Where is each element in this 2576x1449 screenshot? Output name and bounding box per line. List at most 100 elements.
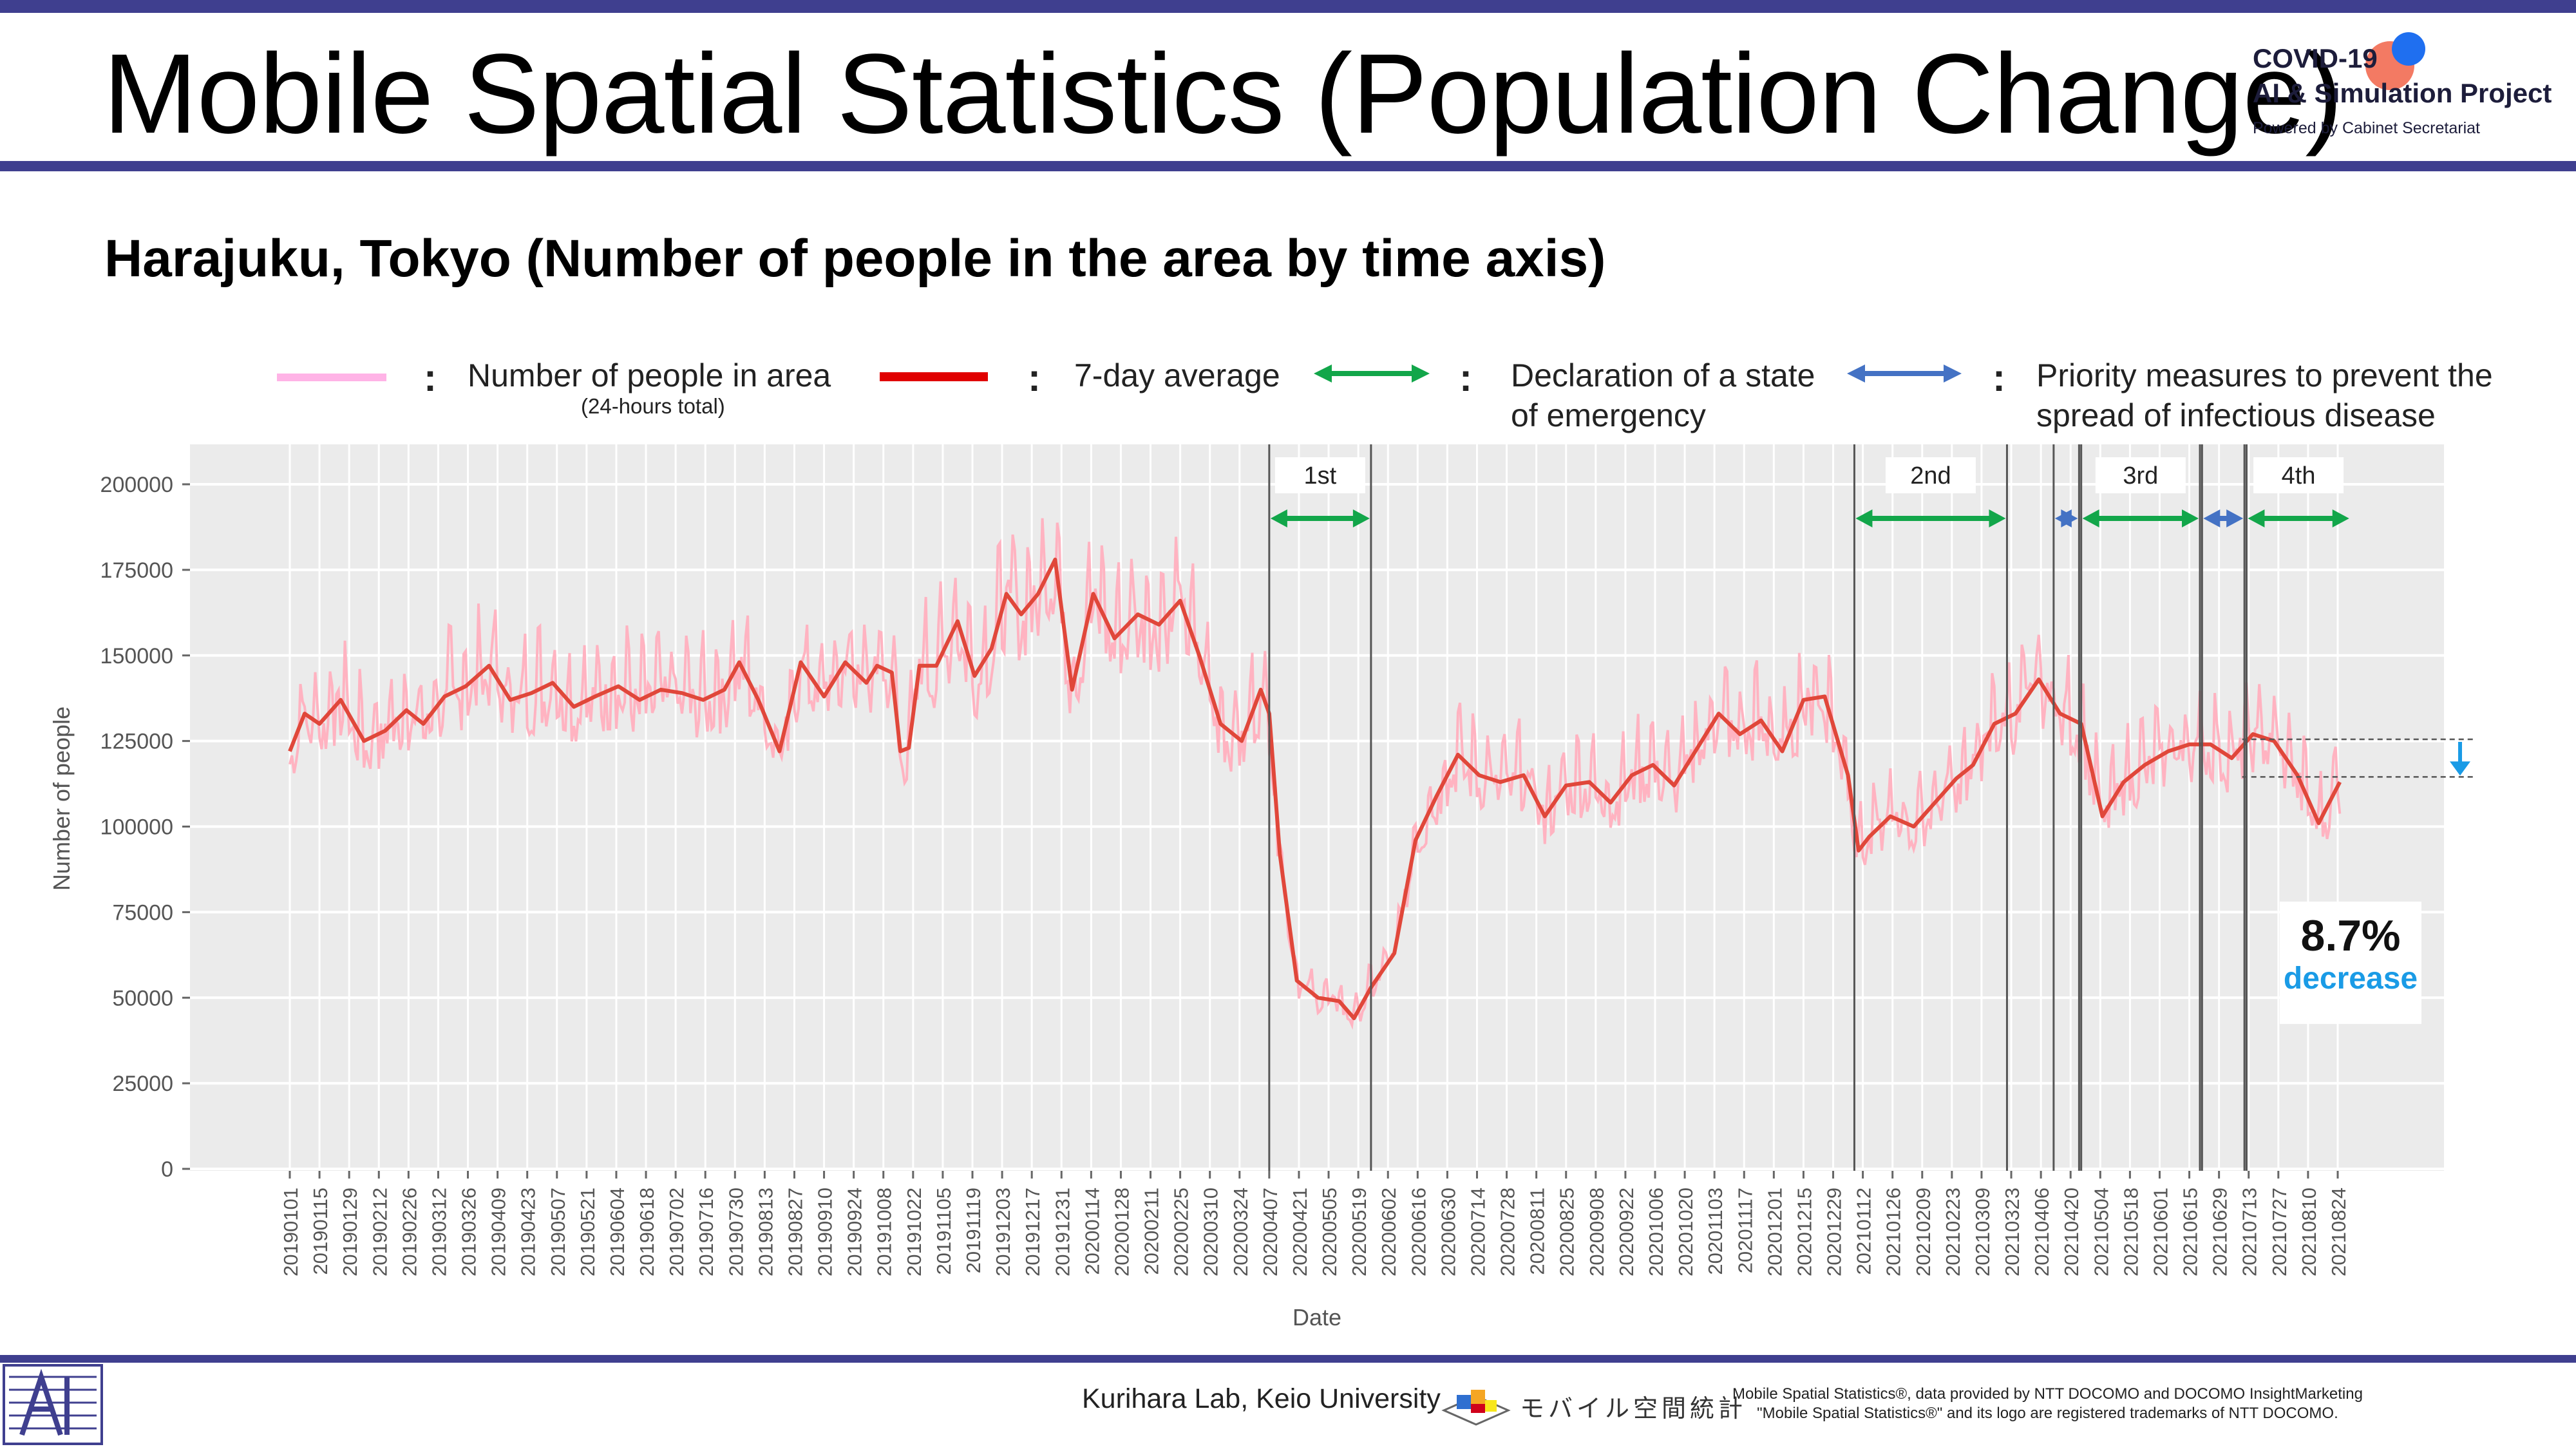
x-tick-label: 20201020 (1674, 1188, 1697, 1276)
x-tick-label: 20200324 (1229, 1188, 1252, 1276)
decrease-arrow-icon-head (2450, 761, 2470, 776)
legend-colon: : (1028, 356, 1041, 399)
page-title: Mobile Spatial Statistics (Population Ch… (103, 31, 2343, 157)
x-tick-label: 20210309 (1971, 1188, 1994, 1276)
x-tick-label: 20201215 (1793, 1188, 1815, 1276)
x-tick-label: 20210518 (2119, 1188, 2142, 1276)
x-tick-label: 20191217 (1021, 1188, 1044, 1276)
x-tick-label: 20200811 (1526, 1188, 1549, 1275)
period-label: 4th (2282, 462, 2316, 489)
x-tick-label: 20190910 (814, 1188, 837, 1276)
x-tick-label: 20191008 (873, 1188, 896, 1276)
legend-priority-arrow-icon (1847, 365, 1962, 383)
logo-line-3: Powered by Cabinet Secretariat (2253, 119, 2480, 137)
emergency-period-arrow-head (2248, 509, 2265, 527)
x-tick-label: 20200128 (1110, 1188, 1133, 1276)
x-tick-label: 20190423 (517, 1188, 540, 1276)
x-tick-label: 20190730 (724, 1188, 747, 1276)
decrease-annotation: 8.7% decrease (2280, 902, 2421, 1024)
x-tick-label: 20190409 (488, 1188, 510, 1276)
x-axis-title: Date (1293, 1304, 1341, 1331)
x-tick-label: 20190924 (844, 1188, 866, 1276)
x-tick-label: 20200922 (1615, 1188, 1638, 1276)
emergency-period-arrow-head (1352, 509, 1370, 527)
x-tick-label: 20210504 (2090, 1188, 2112, 1276)
emergency-period-arrow-head (2082, 509, 2099, 527)
x-tick-label: 20201103 (1704, 1188, 1727, 1275)
x-tick-label: 20190813 (754, 1188, 777, 1276)
x-tick-label: 20201229 (1823, 1188, 1846, 1276)
x-tick-label: 20191119 (962, 1188, 985, 1273)
x-tick-label: 20190604 (606, 1188, 629, 1276)
x-tick-label: 20190507 (547, 1188, 569, 1276)
x-tick-label: 20201006 (1645, 1188, 1667, 1276)
x-tick-label: 20200714 (1466, 1188, 1489, 1276)
header-divider (0, 161, 2576, 171)
docomo-logo-text: モバイル空間統計 (1520, 1396, 1747, 1423)
x-tick-label: 20200505 (1318, 1188, 1341, 1276)
legend-priority-label-1: Priority measures to prevent the (2036, 357, 2493, 393)
x-tick-label: 20200519 (1348, 1188, 1370, 1276)
x-tick-label: 20190115 (309, 1188, 332, 1275)
x-tick-label: 20200225 (1170, 1188, 1193, 1276)
x-tick-label: 20190226 (398, 1188, 421, 1276)
x-tick-label: 20201117 (1734, 1188, 1756, 1273)
x-tick-label: 20210727 (2268, 1188, 2291, 1276)
x-tick-label: 20190129 (339, 1188, 361, 1276)
legend-daily-label: Number of people in area (468, 357, 831, 393)
x-tick-label: 20190702 (665, 1188, 688, 1276)
x-tick-label: 20201201 (1763, 1188, 1786, 1276)
project-logo: COVID-19 AI & Simulation Project Powered… (2253, 41, 2552, 146)
period-label-box (2253, 457, 2344, 493)
footer-divider (0, 1355, 2576, 1363)
x-tick-label: 20200211 (1141, 1188, 1163, 1275)
y-tick-label: 125000 (100, 730, 173, 754)
y-tick-label: 75000 (112, 900, 173, 925)
y-tick-label: 0 (161, 1157, 173, 1182)
x-tick-label: 20210323 (2001, 1188, 2023, 1276)
x-tick-label: 20210126 (1882, 1188, 1905, 1276)
emergency-period-arrow-head (1855, 509, 1873, 527)
emergency-period-arrow-head (1270, 509, 1287, 527)
x-tick-label: 20210824 (2327, 1188, 2350, 1276)
keio-logo (3, 1364, 103, 1445)
emergency-period-arrow-head (2332, 509, 2349, 527)
x-tick-label: 20191105 (933, 1188, 955, 1275)
logo-line-2: AI & Simulation Project (2253, 78, 2552, 108)
footer-notice-2: "Mobile Spatial Statistics®" and its log… (1757, 1405, 2338, 1422)
x-tick-label: 20210406 (2031, 1188, 2053, 1276)
y-tick-label: 175000 (100, 558, 173, 583)
emergency-period-arrow-head (2182, 509, 2199, 527)
footer-notice: Mobile Spatial Statistics®, data provide… (1732, 1385, 2363, 1423)
x-tick-label: 20190618 (636, 1188, 658, 1276)
legend-colon: : (1459, 356, 1472, 399)
x-tick-label: 20191022 (903, 1188, 925, 1276)
priority-period-arrow-head (2226, 509, 2244, 527)
legend-avg-swatch (880, 372, 988, 381)
legend-colon: : (424, 356, 437, 399)
x-tick-label: 20210810 (2298, 1188, 2320, 1276)
legend-emergency-arrow-icon (1314, 365, 1430, 383)
x-tick-label: 20210112 (1853, 1188, 1875, 1275)
legend: : Number of people in area (24-hours tot… (0, 348, 2576, 438)
period-label-box (1274, 457, 1365, 493)
chart-subtitle: Harajuku, Tokyo (Number of people in the… (104, 229, 1606, 288)
priority-period-arrow-head (2203, 509, 2221, 527)
y-tick-label: 50000 (112, 986, 173, 1010)
period-label: 3rd (2123, 462, 2158, 489)
x-tick-label: 20191231 (1051, 1188, 1074, 1276)
decrease-label: decrease (2283, 961, 2418, 996)
x-tick-label: 20200825 (1556, 1188, 1578, 1276)
y-axis-title: Number of people (48, 706, 75, 891)
x-tick-label: 20200908 (1586, 1188, 1608, 1276)
docomo-blocks-icon (1441, 1390, 1511, 1426)
x-tick-label: 20200602 (1378, 1188, 1400, 1276)
x-tick-label: 20200616 (1407, 1188, 1430, 1276)
x-tick-label: 20210420 (2060, 1188, 2083, 1276)
y-tick-label: 150000 (100, 644, 173, 668)
x-tick-label: 20200630 (1437, 1188, 1459, 1276)
legend-daily-swatch (277, 374, 386, 381)
keio-lab-logo-icon (3, 1364, 103, 1445)
x-tick-label: 20210629 (2209, 1188, 2231, 1276)
priority-period-arrow-head (2061, 509, 2078, 527)
